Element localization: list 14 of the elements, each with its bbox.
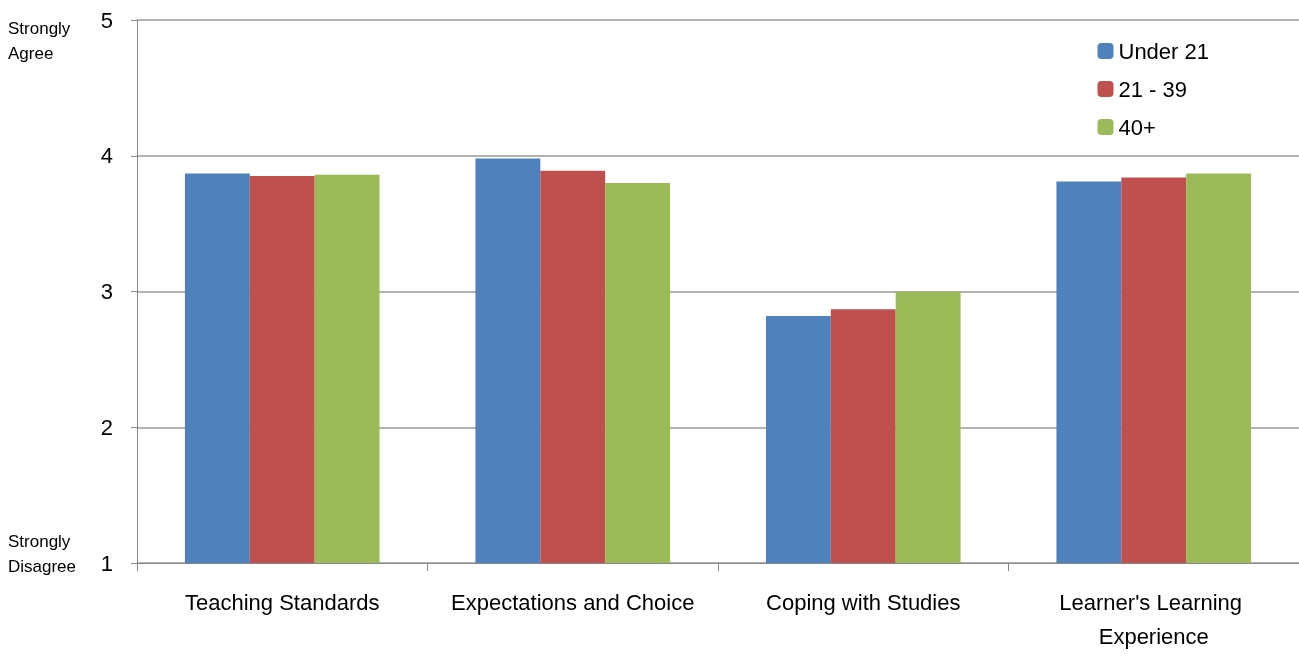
- x-tick-label: Expectations and Choice: [451, 589, 695, 615]
- y-tick-label: 4: [100, 143, 113, 169]
- x-tick-label: Coping with Studies: [766, 589, 961, 615]
- y-tick-label: 3: [100, 279, 113, 304]
- text: Strongly Agree: [8, 19, 71, 63]
- y-tick-label: 5: [100, 7, 113, 33]
- x-tick-label: Learner's Learning Experience: [1059, 589, 1249, 649]
- y-tick-label: 2: [100, 414, 113, 440]
- text: Strongly Disagree: [8, 532, 77, 576]
- y-tick-label: 1: [100, 550, 113, 576]
- legend-label: Under 21: [1118, 38, 1210, 64]
- legend-label: 40+: [1118, 114, 1156, 140]
- x-tick-label: Teaching Standards: [185, 589, 380, 615]
- legend-label: 21 - 39: [1118, 76, 1187, 102]
